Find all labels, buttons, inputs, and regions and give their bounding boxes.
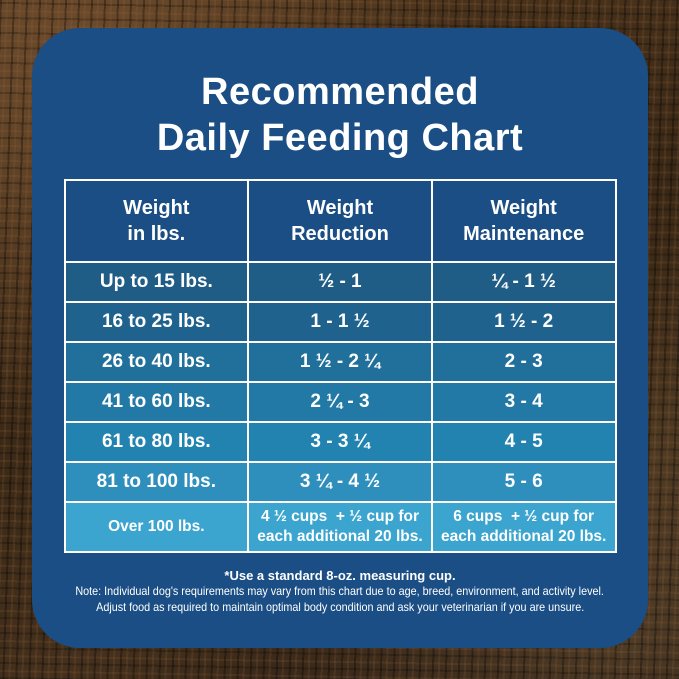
reduction-cell: 1 ½ - 2 ¼ <box>247 341 433 384</box>
adjust-food-note: Adjust food as required to maintain opti… <box>95 600 585 615</box>
weight-cell: 41 to 60 lbs. <box>63 381 250 424</box>
table-row: 61 to 80 lbs. 3 - 3 ¼ 4 - 5 <box>63 421 617 464</box>
maintenance-cell: 4 - 5 <box>430 421 617 464</box>
reduction-cell: 2 ¼ - 3 <box>247 381 433 424</box>
feeding-table: Weight in lbs. Weight Reduction Weight M… <box>63 179 617 554</box>
maintenance-cell: 5 - 6 <box>430 461 617 504</box>
reduction-cell: 1 - 1 ½ <box>247 301 433 344</box>
title-line-2: Daily Feeding Chart <box>156 116 524 159</box>
reduction-cell: 3 - 3 ¼ <box>247 421 433 464</box>
weight-cell: Over 100 lbs. <box>63 501 250 554</box>
maintenance-cell: 6 cups + ½ cup for each additional 20 lb… <box>430 501 617 554</box>
header-row: Weight in lbs. Weight Reduction Weight M… <box>63 179 617 264</box>
reduction-cell: 3 ¼ - 4 ½ <box>247 461 433 504</box>
header-weight-lbs: Weight in lbs. <box>63 179 250 264</box>
table-row: 26 to 40 lbs. 1 ½ - 2 ¼ 2 - 3 <box>63 341 617 384</box>
table-row: 81 to 100 lbs. 3 ¼ - 4 ½ 5 - 6 <box>63 461 617 504</box>
header-weight-reduction: Weight Reduction <box>247 179 433 264</box>
feeding-card: Recommended Daily Feeding Chart Weight i… <box>32 28 648 648</box>
table-row: Over 100 lbs. 4 ½ cups + ½ cup for each … <box>63 501 617 554</box>
header-weight-maintenance: Weight Maintenance <box>430 179 617 264</box>
table-row: 41 to 60 lbs. 2 ¼ - 3 3 - 4 <box>63 381 617 424</box>
footnotes: *Use a standard 8-oz. measuring cup. Not… <box>32 568 648 615</box>
maintenance-cell: 3 - 4 <box>430 381 617 424</box>
chart-title: Recommended Daily Feeding Chart <box>32 70 648 161</box>
maintenance-cell: 2 - 3 <box>430 341 617 384</box>
reduction-cell: 4 ½ cups + ½ cup for each additional 20 … <box>247 501 433 554</box>
table-row: Up to 15 lbs. ½ - 1 ¼ - 1 ½ <box>63 261 617 304</box>
reduction-cell: ½ - 1 <box>247 261 433 304</box>
maintenance-cell: ¼ - 1 ½ <box>430 261 617 304</box>
weight-cell: 81 to 100 lbs. <box>63 461 250 504</box>
table-row: 16 to 25 lbs. 1 - 1 ½ 1 ½ - 2 <box>63 301 617 344</box>
maintenance-cell: 1 ½ - 2 <box>430 301 617 344</box>
weight-cell: Up to 15 lbs. <box>63 261 250 304</box>
requirements-note: Note: Individual dog's requirements may … <box>75 584 605 599</box>
title-line-1: Recommended <box>201 71 479 113</box>
weight-cell: 61 to 80 lbs. <box>63 421 250 464</box>
weight-cell: 26 to 40 lbs. <box>63 341 250 384</box>
weight-cell: 16 to 25 lbs. <box>63 301 250 344</box>
measuring-cup-note: *Use a standard 8-oz. measuring cup. <box>224 568 456 584</box>
